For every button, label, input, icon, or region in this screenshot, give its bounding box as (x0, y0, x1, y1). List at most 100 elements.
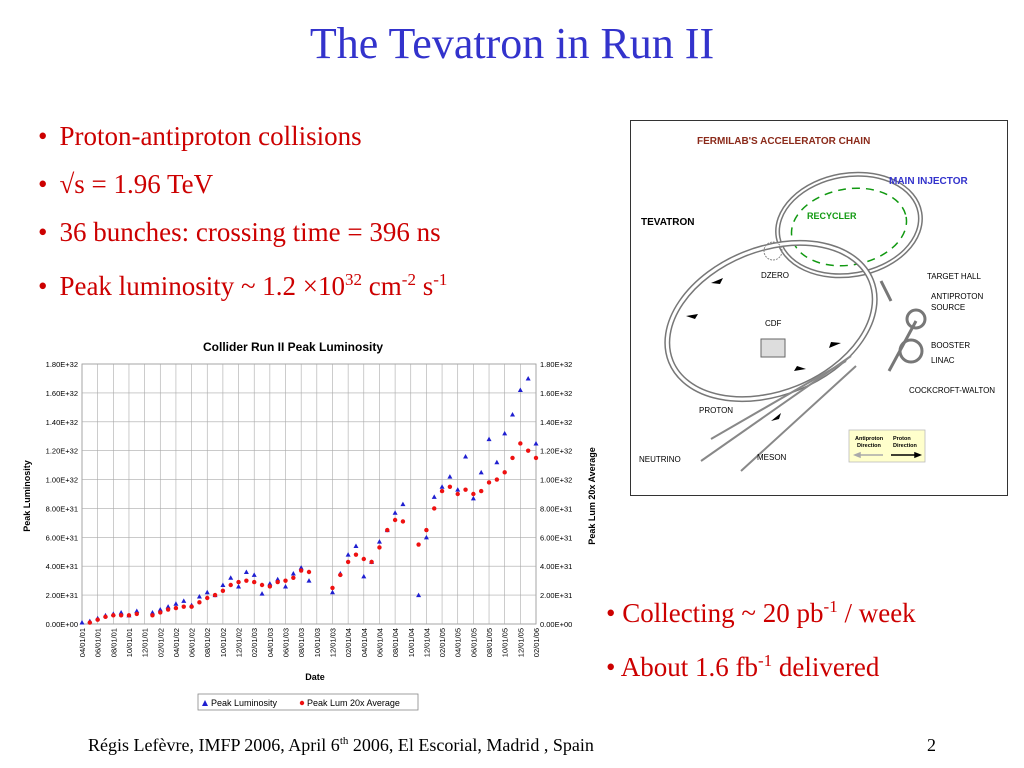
footer: Régis Lefèvre, IMFP 2006, April 6th 2006… (88, 735, 594, 756)
label-target-hall: TARGET HALL (927, 272, 981, 281)
x-tick-label: 08/01/03 (297, 628, 306, 657)
peak-luminosity-point (431, 494, 437, 499)
y-tick-label: 1.40E+32 (46, 418, 78, 427)
x-tick-label: 12/01/01 (141, 628, 150, 657)
page-number: 2 (927, 735, 936, 755)
y-tick-label: 1.00E+32 (46, 476, 78, 485)
y-tick-label: 1.20E+32 (46, 447, 78, 456)
peak-luminosity-point (376, 539, 382, 544)
bullet-sup: -1 (823, 597, 838, 616)
x-tick-label: 08/01/04 (391, 628, 400, 657)
average-luminosity-point (471, 491, 476, 497)
peak-luminosity-point (494, 459, 500, 465)
label-neutrino: NEUTRINO (639, 455, 681, 464)
y-tick-label: 6.00E+31 (46, 533, 78, 542)
x-tick-label: 02/01/06 (532, 628, 541, 657)
bullet-text: Proton-antiproton collisions (59, 121, 362, 151)
average-luminosity-point (275, 579, 280, 585)
x-tick-label: 12/01/02 (235, 628, 244, 657)
average-luminosity-point (494, 477, 500, 482)
average-luminosity-point (400, 519, 406, 524)
bullet-text: • Collecting ~ 20 pb (606, 598, 824, 628)
y-tick-label: 0.00E+00 (46, 620, 78, 629)
average-luminosity-point (181, 604, 186, 609)
y-ticks-right: 0.00E+00 2.00E+31 4.00E+31 6.00E+31 8.00E+31… (540, 360, 572, 629)
direction-legend (848, 429, 926, 463)
y2-tick-label: 1.20E+32 (540, 447, 572, 456)
chart-legend: Peak Luminosity Peak Lum 20x Average (197, 693, 419, 711)
x-tick-label: 04/01/01 (78, 628, 87, 657)
x-tick-label: 04/01/02 (172, 628, 181, 657)
peak-luminosity-point (236, 583, 242, 589)
beamline (710, 360, 847, 440)
average-luminosity-point (150, 613, 155, 618)
x-tick-label: 06/01/03 (282, 628, 291, 657)
average-luminosity-point (377, 545, 382, 550)
label-meson: MESON (757, 453, 787, 462)
peak-luminosity-point (416, 592, 422, 598)
peak-luminosity-point (267, 581, 273, 586)
peak-luminosity-point (149, 609, 155, 615)
average-luminosity-point (158, 610, 163, 615)
label-antiproton-2: SOURCE (931, 303, 965, 312)
arrow-icon (686, 314, 698, 319)
average-luminosity-point (267, 584, 273, 589)
x-tick-label: 04/01/04 (360, 628, 369, 657)
y2-tick-label: 0.00E+00 (540, 620, 572, 629)
average-luminosity-point (424, 527, 429, 533)
average-luminosity-point (361, 556, 366, 562)
average-luminosity-point (463, 487, 468, 492)
peak-luminosity-point (204, 589, 210, 595)
bullet-dot: • (38, 169, 48, 199)
average-luminosity-point (87, 620, 93, 625)
peak-luminosity-point (290, 570, 296, 576)
x-tick-label: 12/01/04 (422, 628, 431, 657)
y-tick-label: 1.80E+32 (46, 360, 78, 369)
y2-tick-label: 1.60E+32 (540, 389, 572, 398)
peak-luminosity-point (329, 589, 335, 595)
peak-luminosity-point (79, 620, 85, 625)
transfer-line (887, 320, 918, 372)
bullet-item: • 36 bunches: crossing time = 396 ns (38, 208, 447, 256)
bullet-text: Peak luminosity ~ 1.2 ×10 (59, 271, 346, 301)
x-axis-label: Date (305, 672, 325, 682)
bullet-text: • About 1.6 fb (606, 652, 758, 682)
legend-proton-1: Proton (893, 436, 911, 442)
y-tick-label: 4.00E+31 (46, 562, 78, 571)
x-tick-label: 06/01/04 (375, 628, 384, 657)
bullet-item: • Proton-antiproton collisions (38, 112, 447, 160)
peak-luminosity-point (259, 591, 265, 596)
average-luminosity-point (510, 455, 515, 461)
y2-tick-label: 6.00E+31 (540, 533, 572, 542)
dzero-detector (763, 241, 783, 261)
peak-luminosity-point (525, 375, 531, 381)
bullet-text: / week (837, 598, 916, 628)
peak-luminosity-point (423, 534, 429, 540)
x-tick-label: 10/01/01 (125, 628, 134, 657)
peak-luminosity-point (361, 573, 367, 579)
x-tick-label: 02/01/05 (438, 628, 447, 657)
bullet-item: • √s = 1.96 TeV (38, 160, 447, 208)
arrow-icon (794, 366, 806, 371)
x-tick-label: 02/01/04 (344, 628, 353, 657)
bullet-sup: -1 (757, 651, 773, 670)
antiproton-arrow-icon (852, 451, 883, 459)
label-main-injector: MAIN INJECTOR (889, 176, 968, 187)
label-tevatron: TEVATRON (641, 217, 695, 228)
legend-box (197, 693, 419, 711)
legend-series-1: Peak Luminosity (211, 698, 278, 708)
average-luminosity-point (455, 491, 460, 497)
peak-luminosity-point (345, 552, 351, 557)
label-antiproton-1: ANTIPROTON (931, 292, 984, 301)
main-injector-ring-inner (776, 173, 922, 277)
legend-anti-2: Direction (857, 443, 881, 449)
y2-tick-label: 1.00E+32 (540, 476, 572, 485)
peak-luminosity-point (447, 474, 453, 479)
bullet-text: 36 bunches: crossing time = 396 ns (59, 217, 441, 247)
label-proton: PROTON (699, 406, 733, 415)
bullet-list-2: • Collecting ~ 20 pb-1 / week • About 1.… (606, 583, 916, 691)
x-tick-label: 10/01/05 (501, 628, 510, 657)
x-tick-label: 10/01/03 (313, 628, 322, 657)
average-luminosity-point (432, 506, 437, 511)
bullet-list: • Proton-antiproton collisions • √s = 1.96… (38, 112, 447, 310)
